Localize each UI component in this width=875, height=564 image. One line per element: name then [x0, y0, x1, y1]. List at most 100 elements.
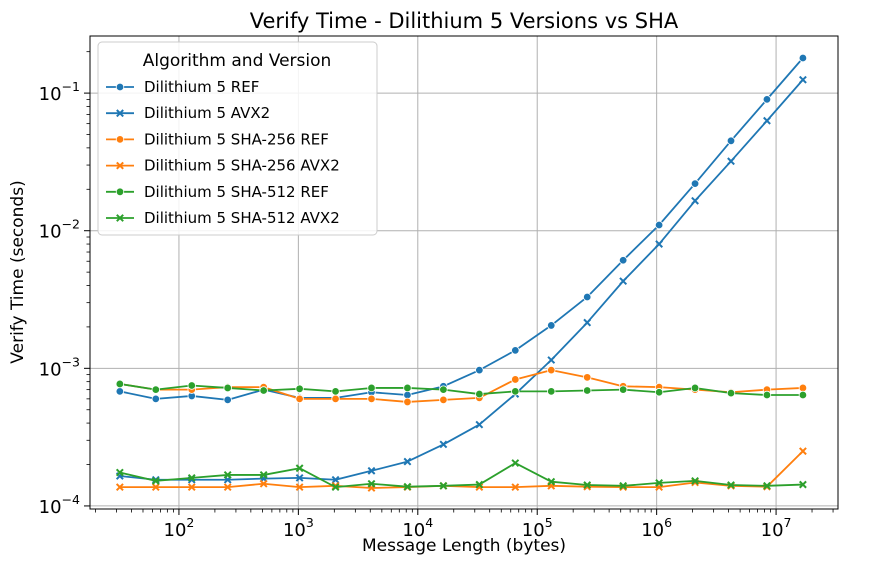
data-point	[475, 389, 484, 399]
data-point	[690, 383, 700, 393]
data-point	[547, 477, 556, 486]
data-point	[115, 483, 124, 492]
data-point	[115, 468, 124, 477]
data-point	[799, 447, 807, 456]
data-point	[295, 483, 304, 492]
data-point	[727, 157, 735, 166]
data-point	[511, 375, 520, 384]
data-point	[439, 395, 448, 405]
data-point	[223, 471, 232, 479]
data-point	[547, 387, 556, 396]
series-4	[115, 447, 807, 492]
data-point	[547, 365, 556, 375]
legend-marker	[116, 109, 124, 118]
data-point	[727, 481, 735, 489]
data-point	[223, 383, 232, 393]
data-point	[690, 179, 700, 188]
data-point	[367, 479, 376, 488]
data-point	[475, 365, 484, 375]
legend-item: Dilithium 5 REF	[106, 78, 259, 96]
data-point	[223, 483, 232, 492]
series-line	[119, 462, 803, 489]
data-point	[547, 356, 556, 364]
y-tick-label: 10−3	[39, 354, 80, 380]
data-point	[331, 387, 340, 396]
data-point	[618, 385, 628, 394]
data-point	[403, 457, 412, 466]
y-axis-label: Verify Time (seconds)	[8, 180, 28, 363]
legend-item: Dilithium 5 SHA-256 AVX2	[106, 157, 340, 175]
data-point	[403, 482, 412, 491]
data-point	[619, 481, 628, 490]
series-line	[119, 383, 803, 396]
data-point	[367, 466, 376, 475]
data-point	[655, 240, 664, 248]
data-point	[439, 440, 448, 449]
data-point	[511, 346, 520, 355]
legend-marker	[116, 214, 124, 222]
series-line	[119, 369, 803, 403]
x-tick-label: 106	[641, 515, 672, 541]
data-point	[403, 383, 412, 393]
legend-marker	[116, 161, 124, 170]
legend-label: Dilithium 5 SHA-512 AVX2	[144, 209, 340, 227]
data-point	[619, 277, 628, 286]
data-point	[115, 387, 125, 396]
series-5	[115, 379, 808, 400]
data-point	[798, 383, 808, 393]
data-point	[475, 420, 484, 429]
series-line	[119, 79, 804, 481]
data-point	[655, 479, 664, 487]
legend-label: Dilithium 5 SHA-256 REF	[144, 130, 329, 148]
data-point	[511, 387, 520, 396]
data-point	[187, 381, 196, 390]
data-point	[439, 385, 448, 394]
legend: Algorithm and Version Dilithium 5 REF Dil…	[97, 41, 378, 236]
data-point	[259, 386, 268, 395]
legend-item: Dilithium 5 SHA-512 AVX2	[106, 209, 340, 227]
data-point	[726, 136, 736, 146]
data-point	[475, 480, 484, 489]
x-tick-label: 107	[761, 515, 792, 541]
data-point	[151, 477, 160, 485]
data-point	[295, 384, 304, 393]
data-point	[798, 53, 808, 63]
legend-box	[97, 41, 378, 236]
y-tick-label: 10−2	[39, 217, 80, 243]
data-point	[654, 388, 664, 397]
series-line	[119, 57, 804, 401]
data-point	[403, 397, 412, 407]
legend-item: Dilithium 5 AVX2	[106, 104, 270, 122]
series-line	[119, 450, 804, 489]
data-point	[187, 473, 196, 482]
data-point	[798, 390, 808, 400]
legend-marker	[115, 135, 125, 144]
data-point	[762, 390, 772, 400]
x-axis-label: Message Length (bytes)	[362, 536, 566, 556]
data-point	[331, 394, 340, 404]
legend-label: Dilithium 5 REF	[144, 78, 259, 96]
data-point	[583, 292, 592, 302]
data-point	[367, 394, 376, 404]
legend-item: Dilithium 5 SHA-256 REF	[106, 130, 329, 148]
data-point	[439, 481, 448, 490]
data-point	[511, 483, 520, 492]
data-point	[691, 196, 699, 205]
y-tick-label: 10−1	[39, 79, 80, 105]
data-point	[115, 379, 125, 389]
data-point	[763, 116, 771, 125]
series-6	[115, 459, 807, 492]
data-point	[223, 395, 232, 405]
x-tick-label: 105	[522, 515, 553, 541]
data-point	[583, 481, 592, 489]
chart-title: Verify Time - Dilithium 5 Versions vs SH…	[250, 9, 679, 33]
data-point	[295, 473, 304, 482]
data-point	[331, 475, 340, 484]
data-point	[151, 385, 160, 394]
legend-label: Dilithium 5 SHA-256 AVX2	[144, 157, 340, 175]
data-point	[151, 394, 160, 404]
data-point	[547, 321, 556, 330]
data-point	[726, 388, 736, 398]
data-point	[331, 483, 340, 492]
